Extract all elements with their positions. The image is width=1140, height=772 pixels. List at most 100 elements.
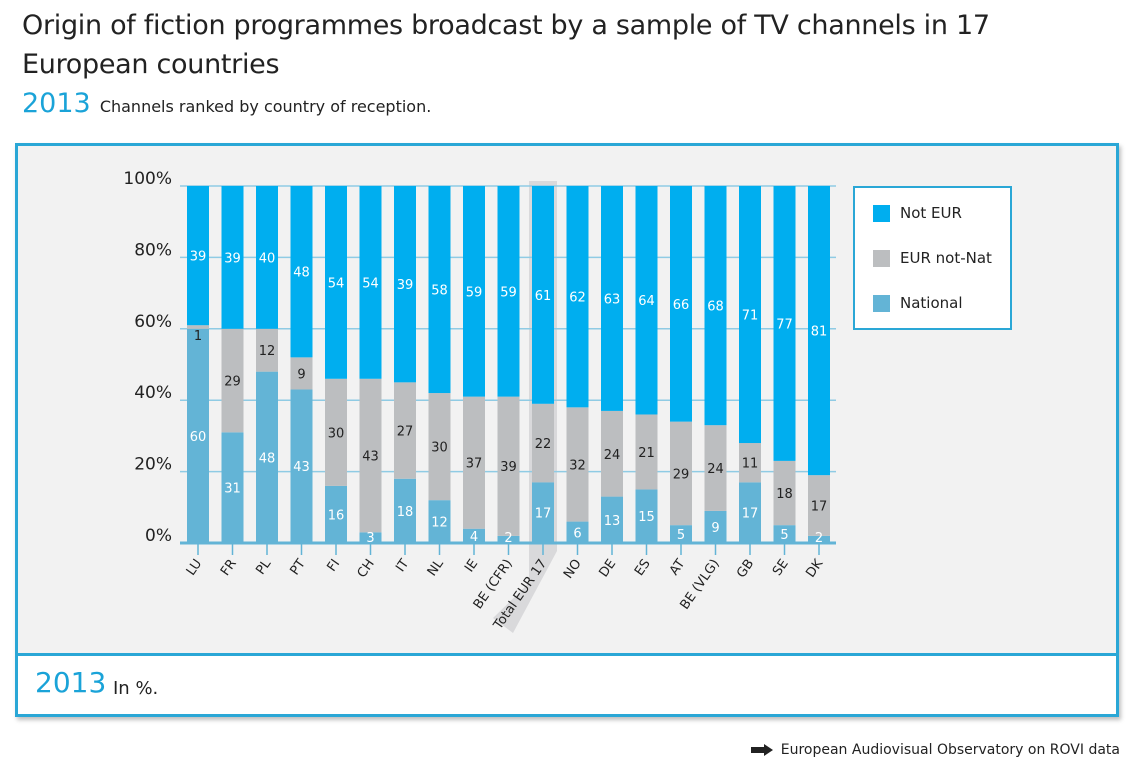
data-label: 61 (535, 289, 552, 304)
subheading-text: Channels ranked by country of reception. (99, 97, 432, 116)
data-label: 64 (638, 294, 655, 309)
y-tick-label: 40% (134, 383, 172, 403)
data-label: 18 (776, 487, 793, 502)
data-label: 5 (780, 528, 788, 543)
bar-not-eur (187, 186, 209, 326)
data-label: 39 (500, 460, 517, 475)
bar-national (497, 535, 520, 543)
bar-not-eur (221, 186, 244, 329)
data-label: 17 (535, 507, 552, 522)
legend-label: Not EUR (900, 204, 962, 222)
x-tick-label: PL (253, 556, 274, 578)
bar-not-eur (256, 186, 278, 329)
data-label: 48 (259, 451, 276, 466)
y-tick-label: 80% (134, 240, 172, 260)
legend-item-eur-not-nat: EUR not-Nat (873, 249, 992, 267)
bar-eur-not-nat (808, 475, 830, 536)
bar-national (428, 500, 451, 543)
data-label: 68 (707, 300, 724, 315)
unit-label: In %. (113, 678, 159, 699)
x-tick-label: NL (425, 556, 447, 579)
bar-eur-not-nat (601, 410, 623, 497)
data-label: 29 (673, 467, 690, 482)
data-label: 71 (742, 309, 759, 324)
data-label: 58 (431, 284, 448, 299)
bar-eur-not-nat (221, 328, 244, 433)
x-tick-label: FR (218, 557, 240, 579)
data-label: 16 (328, 508, 345, 523)
x-tick-label: DE (597, 557, 620, 581)
bar-national (566, 521, 589, 543)
y-tick-label: 20% (134, 455, 172, 475)
bar-not-eur (704, 186, 727, 426)
bar-not-eur (325, 186, 347, 379)
bar-not-eur (359, 186, 382, 379)
bar-eur-not-nat (670, 421, 692, 526)
bar-eur-not-nat (704, 425, 727, 511)
source-text: European Audiovisual Observatory on ROVI… (780, 742, 1120, 758)
legend-swatch-eur-not-nat (873, 249, 890, 267)
unit-year: 2013 (35, 666, 107, 699)
x-tick-label: NO (561, 557, 585, 582)
data-label: 40 (259, 251, 276, 266)
bar-eur-not-nat (497, 396, 520, 536)
bar-eur-not-nat (290, 357, 313, 390)
data-label: 4 (470, 530, 478, 545)
bar-national (187, 328, 209, 543)
bar-not-eur (670, 186, 692, 422)
legend-swatch-not-eur (873, 204, 890, 222)
bar-national (256, 371, 278, 543)
legend-item-not-eur: Not EUR (873, 204, 962, 222)
bar-eur-not-nat (739, 443, 761, 483)
bar-not-eur (532, 186, 554, 404)
data-label: 2 (815, 531, 823, 546)
data-label: 11 (742, 457, 759, 472)
data-label: 54 (328, 276, 345, 291)
bar-eur-not-nat (256, 328, 278, 372)
y-tick-label: 60% (134, 312, 172, 332)
bar-eur-not-nat (359, 378, 382, 533)
data-label: 54 (362, 276, 379, 291)
legend-swatch-national (873, 294, 890, 312)
data-label: 9 (711, 521, 719, 536)
data-label: 30 (431, 441, 448, 456)
bar-national (601, 496, 623, 543)
bar-national (704, 510, 727, 543)
data-label: 18 (397, 505, 414, 520)
data-label: 17 (742, 507, 759, 522)
x-tick-label: SE (770, 557, 792, 579)
data-label: 43 (293, 460, 310, 475)
bar-eur-not-nat (325, 378, 347, 486)
y-tick-label: 0% (145, 526, 172, 546)
bar-national (739, 482, 761, 543)
data-label: 2 (504, 531, 512, 546)
data-label: 21 (638, 446, 655, 461)
bar-eur-not-nat (635, 414, 658, 490)
bar-not-eur (739, 186, 761, 444)
y-tick-label: 100% (123, 169, 172, 189)
data-label: 27 (397, 425, 414, 440)
bar-national (808, 535, 830, 543)
data-label: 24 (707, 462, 724, 477)
data-label: 5 (677, 528, 685, 543)
x-tick-label: FI (325, 557, 344, 575)
bar-not-eur (566, 186, 589, 408)
bar-not-eur (290, 186, 313, 358)
arrow-right-icon (750, 744, 773, 756)
data-label: 12 (259, 344, 276, 359)
data-label: 6 (573, 526, 581, 541)
x-tick-label: IT (393, 557, 412, 575)
bar-not-eur (497, 186, 520, 397)
x-tick-label: IE (462, 557, 481, 575)
data-label: 3 (366, 531, 374, 546)
x-tick-label: AT (667, 557, 688, 579)
x-tick-label: DK (803, 556, 826, 580)
data-label: 9 (297, 367, 305, 382)
bar-national (325, 485, 347, 543)
data-label: 39 (397, 278, 414, 293)
subheading: 2013 Channels ranked by country of recep… (22, 88, 431, 119)
data-label: 13 (604, 514, 621, 529)
bar-eur-not-nat (394, 382, 416, 479)
data-label: 37 (466, 457, 483, 472)
